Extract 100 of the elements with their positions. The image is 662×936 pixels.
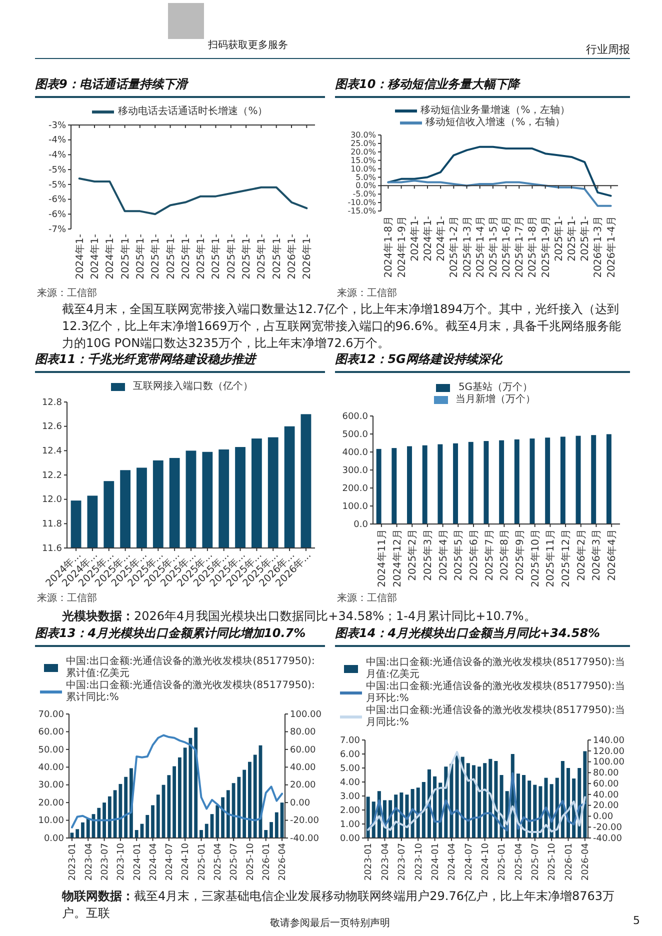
x-tick-label: 2025年11月 xyxy=(544,529,557,588)
bar xyxy=(200,830,203,838)
x-tick-label: 2025年6月 xyxy=(468,529,480,581)
bar xyxy=(528,780,532,838)
x-tick-label: 2023-01 xyxy=(364,843,374,881)
bar xyxy=(422,445,428,524)
x-tick-label: 2026-04 xyxy=(581,842,592,881)
x-tick-label: 2025-07 xyxy=(230,843,240,881)
x-tick-label: 2025年9月 xyxy=(514,529,526,581)
bar xyxy=(606,434,612,524)
x-tick-label: 2024-10 xyxy=(181,842,192,881)
legend-label: 中国:出口金额:光通信设备的激光收发模块(85177950):当月环比:% xyxy=(366,681,625,704)
legend-label: 移动电话去话通话时长增速（%） xyxy=(118,106,268,118)
bar xyxy=(392,448,397,524)
legend-label: 5G基站（万个） xyxy=(458,382,533,394)
y-tick-label: 1.00 xyxy=(340,820,360,830)
text: 截至4月末，全国互联网宽带接入端口数量达12.7亿个，比上年末净增1894万个。其中，光纤接入（达到12.3亿个，比上年末净增1669万个，占互联网宽带接入端口的96.6%。截至4月末，具备千兆网络服务能力的10G PON端口数达3235万个，比上年末净增72.6万个。 xyxy=(62,301,622,352)
x-tick-label: 2025年1- xyxy=(210,234,222,280)
y2-tick-label: 100.00 xyxy=(290,710,322,720)
x-tick-label: 2023-10 xyxy=(414,842,424,881)
source-note: 来源：工信部 xyxy=(337,286,397,300)
x-tick-label: 2025年5月 xyxy=(452,529,465,581)
y-tick-label: 2.00 xyxy=(340,806,360,816)
x-tick-label: 2024-04 xyxy=(448,842,458,881)
legend-label: 中国:出口金额:光通信设备的激光收发模块(85177950):当月同比:% xyxy=(366,705,625,729)
x-tick-label: 2025-10 xyxy=(246,842,256,881)
x-tick-label: 2024年11月 xyxy=(376,529,388,588)
y-tick-label: 5.00 xyxy=(340,764,360,774)
y-tick-label: -10.0% xyxy=(348,198,376,208)
chart-title: 图表12：5G网络建设持续深化 xyxy=(335,351,630,373)
y-tick-label: 11.6 xyxy=(42,544,62,554)
x-tick-label: 2025年4月 xyxy=(437,529,450,581)
chart-title: 图表9：电话通话量持续下滑 xyxy=(35,76,325,98)
y2-tick-label: 20.00 xyxy=(290,780,316,791)
x-tick-label: 2025年1- xyxy=(225,234,238,280)
y-tick-label: 12.6 xyxy=(42,422,62,432)
bar xyxy=(178,757,182,838)
y2-tick-label: -40.00 xyxy=(593,834,622,844)
x-tick-label: 2025年1- xyxy=(164,234,177,280)
text: 光模块数据：2026年4月我国光模块出口数据同比+34.58%；1-4月累计同比+10.7%。 xyxy=(62,608,537,625)
x-tick-label: 2024年1- xyxy=(88,234,101,280)
line-series xyxy=(367,772,586,832)
x-tick-label: 2025年1-9月 xyxy=(540,216,552,278)
x-tick-label: 2025-01 xyxy=(498,843,508,881)
x-tick-label: 2026-04 xyxy=(278,842,288,881)
bar xyxy=(576,436,581,524)
x-tick-label: 2025年1- xyxy=(240,234,253,280)
y2-tick-label: 80.00 xyxy=(593,768,620,779)
bar xyxy=(226,790,230,838)
x-tick-label: 2023-07 xyxy=(398,843,408,881)
x-tick-label: 2024年1- xyxy=(408,216,421,262)
x-tick-label: 2024年12月 xyxy=(391,529,404,588)
bar xyxy=(422,782,426,838)
legend-label: 中国:出口金额:光通信设备的激光收发模块(85177950):累计值:亿美元 xyxy=(66,656,316,680)
x-tick-label: 2024-01 xyxy=(430,843,441,881)
y2-tick-label: 80.00 xyxy=(290,728,316,738)
x-tick-label: 2024-10 xyxy=(480,842,491,881)
y-tick-label: 0.00 xyxy=(340,834,360,844)
chart-title: 图表10：移动短信业务量大幅下降 xyxy=(335,76,630,98)
x-tick-label: 2025年1- xyxy=(566,216,578,262)
y-tick-label: 0.0 xyxy=(354,520,368,530)
text: 行业周报 xyxy=(585,42,630,57)
x-tick-label: 2025年10月 xyxy=(529,529,542,588)
y2-tick-label: 0.00 xyxy=(290,798,310,808)
bar xyxy=(86,818,90,838)
x-tick-label: 2023-10 xyxy=(116,842,127,881)
bar xyxy=(488,758,492,838)
line-series xyxy=(387,146,612,197)
bar xyxy=(248,762,252,838)
y2-tick-label: 60.00 xyxy=(593,779,620,790)
y-tick-label: 0.0% xyxy=(356,181,376,190)
x-tick-label: 2025年1- xyxy=(119,234,132,280)
bar xyxy=(545,438,550,524)
x-tick-label: 2023-01 xyxy=(68,843,78,881)
bar xyxy=(264,830,268,838)
x-tick-label: 2026年1- xyxy=(286,234,298,280)
legend-label: 中国:出口金额:光通信设备的激光收发模块(85177950):当月值:亿美元 xyxy=(366,657,625,680)
bar xyxy=(76,829,80,838)
x-tick-label: 2026-01 xyxy=(564,843,574,881)
bar xyxy=(216,805,220,838)
y-tick-label: -4% xyxy=(48,136,66,146)
bar xyxy=(134,830,138,838)
bar xyxy=(108,796,112,838)
bar xyxy=(172,766,176,838)
x-tick-label: 2026年3月 xyxy=(590,529,603,581)
text: 扫码获取更多服务 xyxy=(208,38,289,52)
bar xyxy=(533,784,537,838)
x-tick-label: 2025年1- xyxy=(270,234,283,280)
x-tick-label: 2025年1- xyxy=(579,216,592,262)
x-tick-label: 2026-01 xyxy=(262,843,272,881)
bar xyxy=(204,824,208,838)
bar xyxy=(253,754,257,838)
x-tick-label: 2026年2月 xyxy=(575,529,588,581)
y-tick-label: 600.0 xyxy=(342,412,368,422)
bar xyxy=(583,751,587,838)
y-tick-label: 10.00 xyxy=(38,816,64,826)
y2-tick-label: 40.00 xyxy=(290,763,316,774)
line-series xyxy=(70,734,284,828)
y-tick-label: -5% xyxy=(48,180,66,190)
y2-tick-label: 100.00 xyxy=(593,758,625,768)
